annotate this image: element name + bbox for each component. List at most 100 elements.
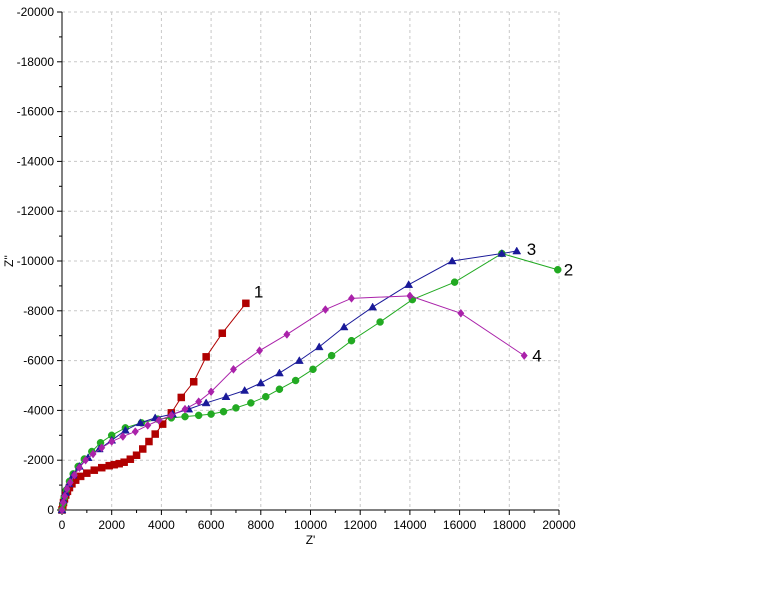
data-point bbox=[368, 302, 378, 311]
data-point bbox=[76, 472, 85, 481]
y-tick-label: -4000 bbox=[23, 403, 54, 417]
data-point bbox=[262, 392, 270, 401]
data-point bbox=[256, 346, 264, 356]
y-tick-label: -6000 bbox=[23, 354, 54, 368]
data-point bbox=[120, 425, 130, 434]
y-tick-label: -2000 bbox=[23, 453, 54, 467]
grid-lines bbox=[62, 11, 560, 510]
data-point bbox=[321, 305, 329, 314]
data-point bbox=[450, 278, 459, 286]
data-point bbox=[218, 329, 227, 337]
series-label-3: 3 bbox=[527, 240, 536, 259]
data-point bbox=[181, 404, 189, 414]
data-point bbox=[83, 469, 91, 477]
data-point bbox=[181, 412, 189, 421]
data-point bbox=[247, 399, 255, 407]
data-point bbox=[447, 256, 457, 265]
data-point bbox=[457, 308, 465, 318]
data-point bbox=[167, 410, 175, 420]
data-point bbox=[131, 427, 139, 436]
y-tick-label: -10000 bbox=[17, 254, 55, 268]
data-point bbox=[294, 356, 304, 364]
data-point bbox=[232, 404, 240, 412]
data-point bbox=[63, 484, 71, 494]
data-point bbox=[108, 437, 116, 446]
data-point bbox=[520, 351, 528, 361]
data-point bbox=[70, 470, 78, 480]
data-point bbox=[126, 455, 135, 463]
x-tick-label: 8000 bbox=[247, 518, 274, 532]
data-point bbox=[256, 378, 266, 387]
data-point bbox=[376, 318, 384, 326]
data-point bbox=[151, 430, 159, 438]
x-axis-label: Z' bbox=[306, 533, 316, 547]
x-tick-label: 10000 bbox=[294, 518, 328, 532]
y-tick-label: 0 bbox=[47, 503, 54, 517]
data-point bbox=[189, 378, 198, 386]
data-point bbox=[339, 322, 349, 331]
x-tick-label: 14000 bbox=[393, 518, 427, 532]
series-label-4: 4 bbox=[532, 347, 541, 366]
axes: 0 2000 4000 6000 8000 10000 12000 14000 16000 180… bbox=[17, 5, 576, 532]
y-tick-label: -14000 bbox=[17, 154, 55, 168]
series-line-4 bbox=[61, 295, 525, 511]
data-point bbox=[207, 410, 215, 418]
data-point bbox=[406, 291, 414, 301]
data-point bbox=[554, 265, 562, 274]
data-point bbox=[177, 393, 186, 402]
data-point bbox=[291, 376, 300, 385]
data-point bbox=[139, 445, 147, 453]
data-point bbox=[229, 364, 237, 374]
series-1 bbox=[58, 299, 250, 514]
y-axis-label: Z'' bbox=[2, 255, 16, 267]
data-point bbox=[120, 458, 128, 466]
data-point bbox=[202, 353, 210, 361]
series bbox=[57, 246, 562, 515]
data-point bbox=[283, 330, 291, 339]
data-point bbox=[90, 466, 99, 474]
data-point bbox=[119, 432, 127, 441]
data-point bbox=[98, 463, 106, 472]
x-tick-label: 20000 bbox=[542, 518, 576, 532]
data-point bbox=[314, 342, 324, 351]
series-line-2 bbox=[61, 252, 558, 511]
data-point bbox=[61, 491, 69, 501]
data-point bbox=[145, 437, 153, 446]
data-point bbox=[195, 397, 203, 407]
x-tick-label: 12000 bbox=[344, 518, 378, 532]
series-4 bbox=[58, 291, 528, 515]
data-point bbox=[221, 392, 231, 400]
data-point bbox=[89, 449, 97, 459]
x-tick-label: 18000 bbox=[493, 518, 527, 532]
data-point bbox=[275, 368, 284, 377]
y-tick-label: -8000 bbox=[23, 304, 54, 318]
data-point bbox=[512, 246, 522, 255]
data-point bbox=[309, 365, 317, 374]
series-line-3 bbox=[61, 250, 517, 511]
y-tick-label: -18000 bbox=[17, 55, 55, 69]
data-point bbox=[98, 443, 106, 453]
series-3 bbox=[57, 246, 522, 514]
x-tick-label: 16000 bbox=[443, 518, 477, 532]
y-tick-label: -12000 bbox=[17, 204, 55, 218]
data-point bbox=[82, 455, 90, 465]
data-point bbox=[242, 299, 250, 308]
data-point bbox=[219, 407, 228, 416]
x-tick-label: 4000 bbox=[148, 518, 175, 532]
data-point bbox=[132, 451, 141, 459]
data-point bbox=[275, 385, 284, 393]
x-tick-label: 2000 bbox=[98, 518, 125, 532]
data-point bbox=[497, 249, 507, 257]
data-point bbox=[347, 336, 356, 345]
data-point bbox=[404, 280, 414, 288]
series-2 bbox=[58, 249, 562, 514]
data-point bbox=[240, 385, 250, 394]
data-point bbox=[58, 505, 66, 515]
y-tick-label: -20000 bbox=[17, 5, 55, 19]
data-point bbox=[144, 420, 152, 430]
y-tick-label: -16000 bbox=[17, 105, 55, 119]
data-point bbox=[66, 478, 74, 488]
labels: 1 2 3 4 bbox=[254, 240, 573, 366]
data-point bbox=[194, 411, 203, 420]
